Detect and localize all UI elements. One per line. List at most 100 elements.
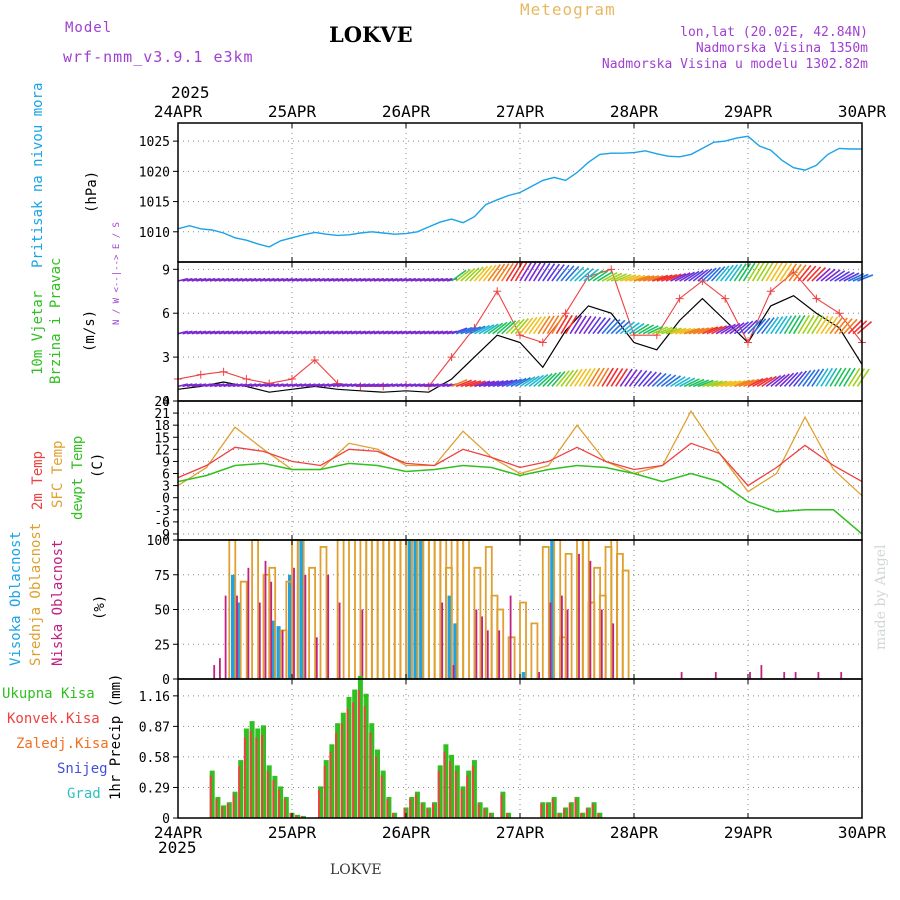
wind-barb (528, 316, 542, 335)
precip-conv-bar (221, 806, 224, 818)
wind-barb (601, 367, 614, 387)
x-label-top: 27APR (496, 102, 545, 121)
precip-bar (449, 754, 455, 818)
wind-barb (742, 262, 756, 282)
wind-barb (578, 368, 592, 387)
wind-barb (392, 330, 403, 335)
wind-barb (542, 372, 557, 387)
wind-barb (351, 277, 362, 282)
precip-conv-bar (261, 734, 263, 818)
wind-barb (227, 383, 239, 388)
wind-barb (542, 263, 556, 282)
wind-barb (250, 330, 262, 335)
wind-barb (583, 367, 596, 387)
legend-freezing: Zaledj.Kisa (16, 736, 109, 752)
wind-gust-marker (766, 287, 775, 296)
precip-conv-bar (597, 813, 600, 818)
wind-barb (615, 320, 631, 335)
y-tick-label: 18 (154, 419, 170, 434)
wind-barb (196, 383, 207, 388)
lonlat-label: lon,lat (20.02E, 42.84N) (680, 25, 868, 40)
precip-conv-bar (243, 737, 246, 818)
wind-barb (282, 383, 293, 388)
precip-conv-bar (500, 794, 503, 818)
wind-barb (834, 270, 850, 282)
wind-barb (574, 368, 588, 387)
cloud-bar (308, 566, 316, 679)
wind-barb (628, 369, 643, 387)
wind-barb (670, 376, 686, 388)
wind-barb (852, 320, 868, 335)
wind-barb (533, 373, 549, 387)
wind-barb (546, 263, 560, 282)
wind-barb (692, 379, 710, 388)
precip-bar (443, 744, 449, 818)
wind-barb (715, 265, 730, 282)
wind-barb (642, 275, 660, 282)
wind-barb (246, 330, 257, 335)
precip-bar (380, 770, 386, 818)
wind-barb (660, 374, 677, 387)
wind-barb (729, 263, 743, 282)
wind-barb (738, 379, 755, 388)
y-tick-label: 0 (162, 395, 170, 410)
wind-barb (273, 277, 284, 282)
wind-barb (291, 277, 303, 282)
altitude-label: Nadmorska Visina 1350m (695, 41, 868, 56)
wind-barb (688, 378, 705, 388)
wind-barb (833, 367, 847, 387)
precip-conv-bar (363, 706, 366, 818)
wind-barb (574, 267, 590, 282)
wind-barb (505, 378, 523, 388)
wind-barb (647, 372, 662, 387)
wind-barb (651, 372, 667, 387)
wind-barb (774, 373, 790, 387)
precip-bar (226, 802, 232, 818)
sfc-temp-line (177, 409, 863, 497)
wind-barb (619, 368, 633, 387)
wind-barb (337, 383, 348, 388)
y-tick-label: 6 (162, 468, 170, 483)
legend-hail: Grad (67, 786, 101, 802)
wind-barb (847, 367, 861, 387)
precip-conv-bar (454, 770, 457, 818)
wind-barb (332, 277, 344, 282)
wind-barb (255, 383, 266, 388)
precip-conv-bar (466, 775, 469, 818)
model-name: wrf-nmm_v3.9.1 e3km (63, 48, 254, 66)
cloud-bar (530, 622, 539, 679)
y-tick-label: 9 (162, 455, 170, 470)
wind-barb (332, 383, 344, 388)
wind-barb (273, 383, 284, 388)
wind-barb (824, 367, 838, 387)
wind-barb (537, 262, 551, 282)
wind-barb (733, 263, 747, 282)
legend-snow: Snijeg (57, 761, 108, 777)
precip-bar (454, 765, 460, 818)
wind-barb (802, 369, 816, 387)
wind-barb (310, 383, 321, 388)
wind-barb (843, 272, 860, 282)
wind-barb (296, 330, 307, 335)
precip-bar (506, 812, 512, 818)
wind-barb (278, 277, 289, 282)
wind-barb (519, 317, 534, 335)
cloud-bar (496, 608, 505, 679)
wind-barb (738, 320, 754, 335)
wind-barb (683, 270, 700, 282)
wind-gust-marker (812, 294, 821, 303)
wind-barb (209, 330, 220, 335)
wind-barb (419, 277, 430, 282)
wind-barb (770, 262, 783, 282)
wind-barb (783, 371, 799, 387)
precip-bar (249, 721, 255, 818)
wind-barb (387, 277, 398, 282)
wind-barb (200, 383, 211, 388)
wind-barb (437, 330, 448, 335)
wind-barb (802, 265, 817, 282)
wind-barb (264, 383, 275, 388)
wind-barb (250, 383, 262, 388)
wind-barb (515, 377, 531, 388)
wind-barb (751, 318, 767, 335)
wind-barb (688, 327, 705, 335)
